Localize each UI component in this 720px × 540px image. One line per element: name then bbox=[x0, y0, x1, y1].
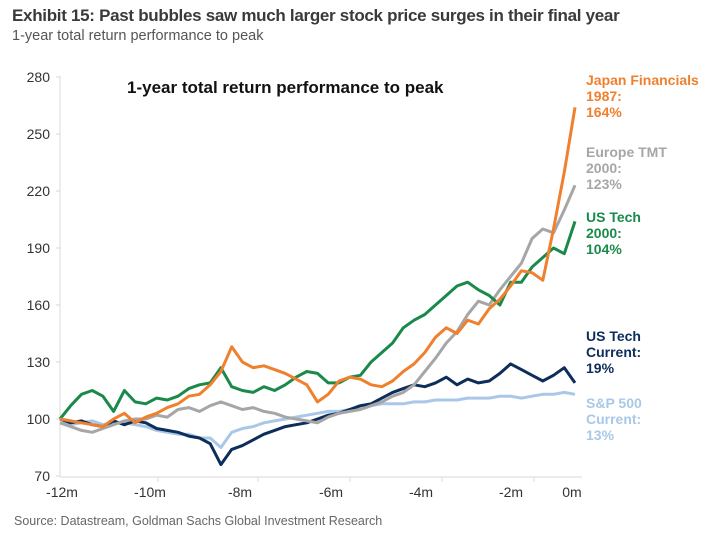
x-tick-label: -10m bbox=[134, 484, 166, 500]
x-tick-label: -4m bbox=[409, 484, 433, 500]
series-line-3 bbox=[59, 362, 577, 467]
series-line-1 bbox=[59, 184, 577, 434]
series-label: 2000: bbox=[586, 160, 622, 176]
exhibit-title: Exhibit 15: Past bubbles saw much larger… bbox=[12, 6, 620, 25]
series-label: 2000: bbox=[586, 225, 622, 241]
y-tick-label: 130 bbox=[27, 354, 51, 370]
series-label: Current: bbox=[586, 411, 641, 427]
series-line-2 bbox=[58, 220, 577, 420]
series-lines bbox=[58, 107, 577, 467]
series-label: US Tech bbox=[586, 328, 641, 344]
series-label: US Tech bbox=[586, 209, 641, 225]
series-label: 104% bbox=[586, 241, 622, 257]
series-label: 123% bbox=[586, 176, 622, 192]
line-chart: 1-year total return performance to peak … bbox=[27, 69, 699, 500]
exhibit-subtitle: 1-year total return performance to peak bbox=[12, 28, 264, 44]
y-tick-label: 250 bbox=[27, 126, 51, 142]
y-ticks: 70 100 130 160 190 220 250 280 bbox=[27, 69, 60, 484]
x-tick-label: -6m bbox=[319, 484, 343, 500]
y-tick-label: 190 bbox=[27, 240, 51, 256]
series-label: Europe TMT bbox=[586, 144, 667, 160]
series-line-0 bbox=[59, 107, 577, 429]
series-line-4 bbox=[59, 390, 576, 449]
y-tick-label: 280 bbox=[27, 69, 51, 85]
y-tick-label: 100 bbox=[27, 411, 51, 427]
series-label: 164% bbox=[586, 104, 622, 120]
x-tick-label: 0m bbox=[562, 484, 581, 500]
x-tick-label: -12m bbox=[46, 484, 78, 500]
source-note: Source: Datastream, Goldman Sachs Global… bbox=[14, 514, 383, 528]
x-tick-label: -2m bbox=[499, 484, 523, 500]
y-tick-label: 220 bbox=[27, 183, 51, 199]
series-label: S&P 500 bbox=[586, 395, 642, 411]
y-tick-label: 160 bbox=[27, 297, 51, 313]
series-label: Japan Financials bbox=[586, 72, 699, 88]
series-label: Current: bbox=[586, 344, 641, 360]
x-ticks: -12m -10m -8m -6m -4m -2m 0m bbox=[46, 477, 582, 500]
series-label: 19% bbox=[586, 360, 615, 376]
series-label: 13% bbox=[586, 427, 615, 443]
y-tick-label: 70 bbox=[34, 468, 50, 484]
series-label: 1987: bbox=[586, 88, 622, 104]
chart-inner-title: 1-year total return performance to peak bbox=[127, 78, 444, 97]
x-tick-label: -8m bbox=[228, 484, 252, 500]
